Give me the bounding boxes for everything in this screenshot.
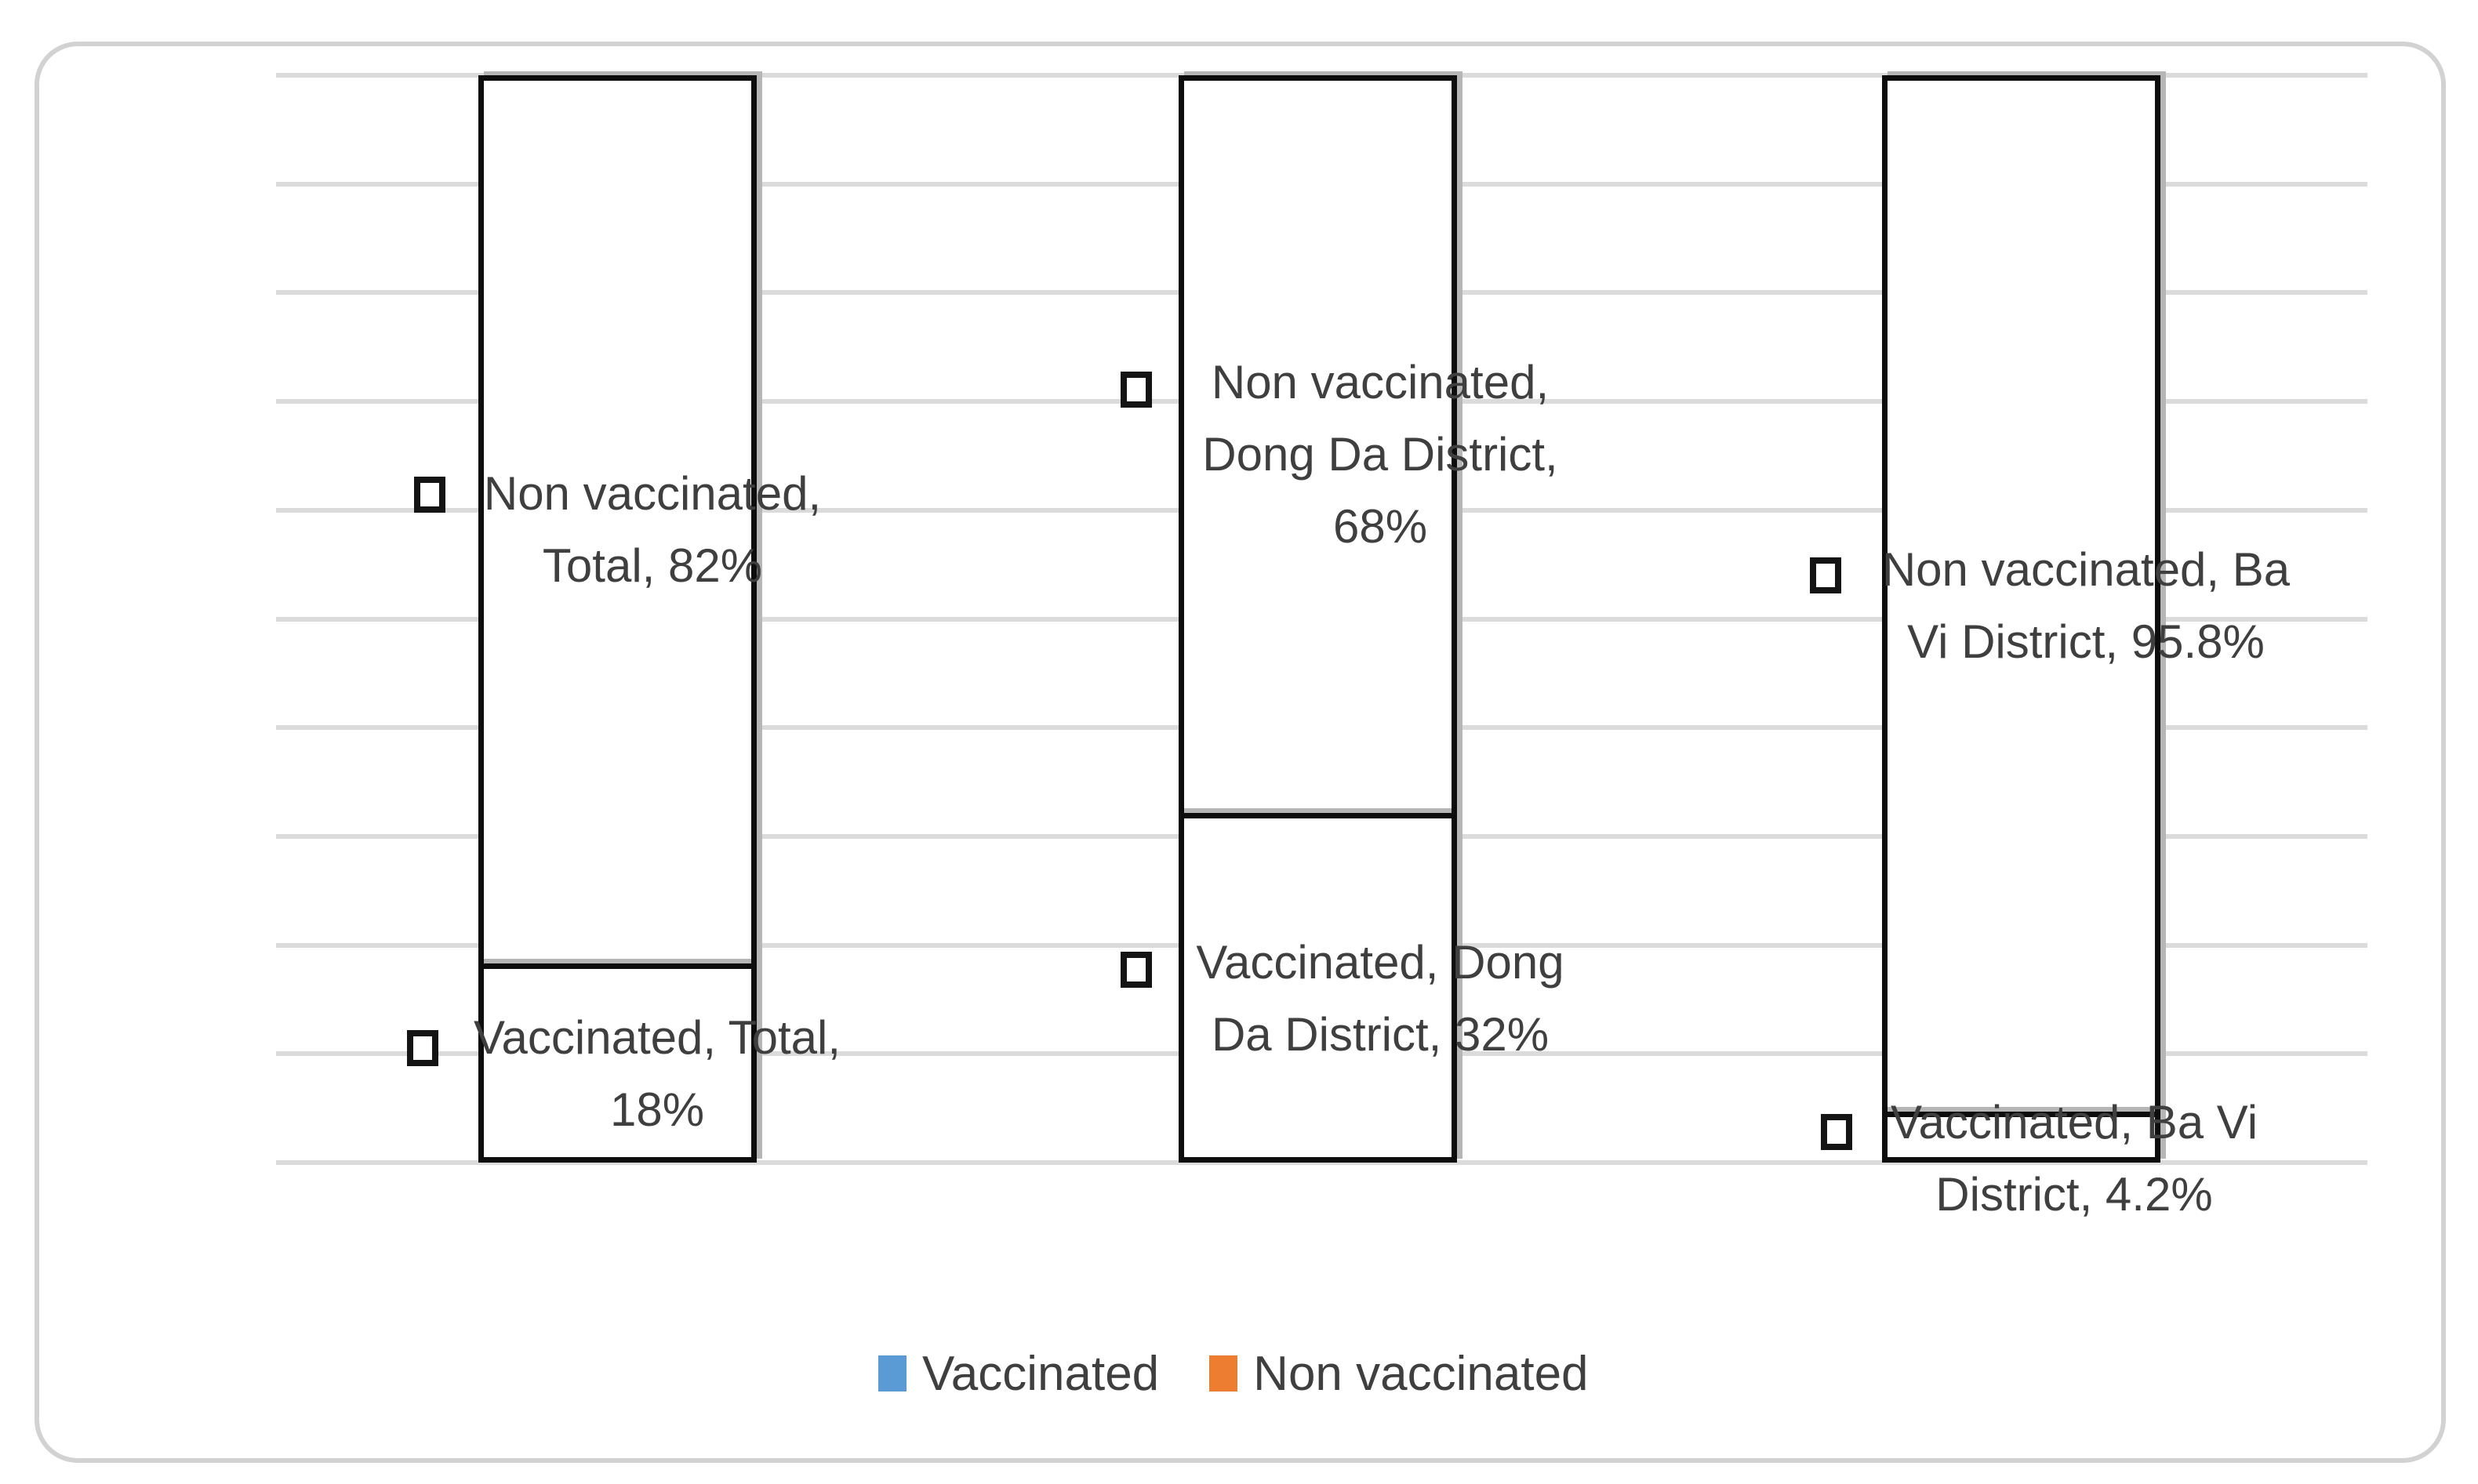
segment-vaccinated-dong-da [1184,812,1452,1157]
data-label-line: Non vaccinated, [483,467,822,520]
bar-total [478,75,757,1163]
data-label-line: Vaccinated, Dong [1196,936,1564,989]
data-label-line: Vaccinated, Total, [473,1011,841,1064]
data-label-line: Vaccinated, Ba Vi [1890,1096,2258,1148]
data-label-line: Dong Da District, [1202,428,1558,481]
label-key-marker-icon [1121,952,1152,988]
data-label-line: Vi District, 95.8% [1907,615,2265,668]
data-label-vaccinated-total: Vaccinated, Total, 18% [336,1002,979,1146]
data-label-nonvaccinated-total: Non vaccinated, Total, 82% [331,458,974,602]
data-label-line: 68% [1332,500,1428,553]
label-key-marker-icon [407,1030,438,1066]
data-label-line: Da District, 32% [1211,1008,1550,1061]
data-label-line: Total, 82% [542,539,763,592]
label-key-marker-icon [1810,557,1841,593]
legend-swatch-nonvaccinated-icon [1209,1355,1238,1391]
segment-nonvaccinated-total [484,81,751,963]
segment-nonvaccinated-ba-vi [1888,81,2155,1112]
bar-ba-vi-district [1882,75,2160,1163]
legend-label-vaccinated: Vaccinated [922,1346,1160,1401]
legend-label-nonvaccinated: Non vaccinated [1253,1346,1589,1401]
segment-vaccinated-total [484,963,751,1157]
bar-dong-da-district [1179,75,1457,1163]
segment-nonvaccinated-dong-da [1184,81,1452,813]
legend-swatch-vaccinated-icon [878,1355,907,1391]
data-label-line: Non vaccinated, [1211,356,1550,408]
data-label-line: District, 4.2% [1935,1168,2213,1221]
data-label-vaccinated-dong-da: Vaccinated, Dong Da District, 32% [1059,927,1702,1071]
gridline [276,1160,2367,1165]
data-label-nonvaccinated-ba-vi: Non vaccinated, Ba Vi District, 95.8% [1764,534,2407,678]
legend: Vaccinated Non vaccinated [878,1347,1589,1401]
data-label-line: 18% [609,1083,705,1136]
data-label-vaccinated-ba-vi: Vaccinated, Ba Vi District, 4.2% [1753,1087,2396,1231]
data-label-line: Non vaccinated, Ba [1881,543,2291,596]
segment-vaccinated-ba-vi [1888,1112,2155,1157]
label-key-marker-icon [414,477,445,513]
label-key-marker-icon [1121,372,1152,408]
chart-border-frame [35,42,2446,1463]
data-label-nonvaccinated-dong-da: Non vaccinated, Dong Da District, 68% [1059,347,1702,563]
label-key-marker-icon [1821,1114,1852,1150]
